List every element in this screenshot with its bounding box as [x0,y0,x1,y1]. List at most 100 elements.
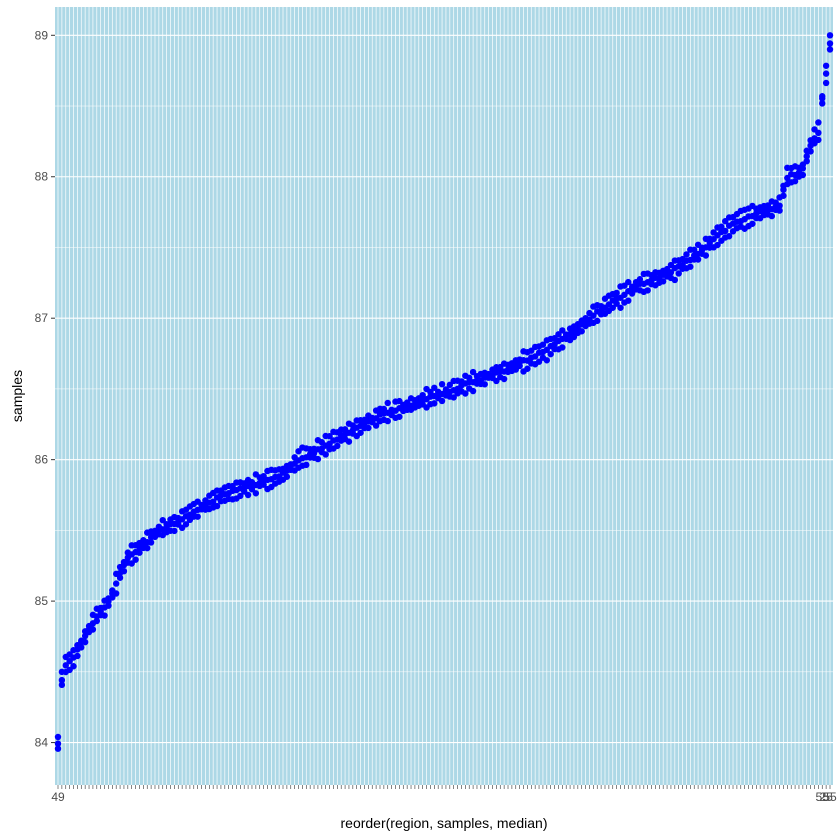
data-point [749,220,756,227]
data-point [58,681,66,689]
y-axis: 84 85 86 87 88 89 [35,28,55,750]
data-point [617,304,624,311]
grid [55,7,833,785]
data-point [559,344,566,351]
y-tick-label: 86 [35,453,49,467]
data-point [70,663,77,670]
x-tick-label: 55 [816,790,830,804]
data-point [74,652,81,660]
data-point [694,256,702,263]
data-point [791,178,799,185]
data-point [807,148,814,155]
data-point [625,278,632,286]
data-point [481,381,488,388]
data-point [144,544,151,552]
y-tick-label: 88 [35,170,49,184]
data-point [613,289,620,297]
y-tick-label: 87 [35,311,49,325]
data-point [147,539,155,546]
data-point [547,350,554,358]
data-point [438,397,446,405]
data-point [101,612,108,619]
data-point [780,192,787,199]
data-point [687,263,694,270]
data-point [667,269,675,276]
data-point [81,632,89,640]
data-point [105,602,112,609]
data-point [244,491,252,499]
y-tick-label: 84 [35,736,49,750]
data-point [213,502,221,510]
data-point [54,745,62,752]
data-point [431,400,438,407]
data-point [675,270,682,277]
data-point [81,638,89,646]
y-tick-label: 89 [35,28,49,42]
data-point [555,331,562,338]
data-point [539,341,547,348]
data-point [524,365,531,372]
data-point [462,390,469,397]
data-point [500,375,508,383]
data-point [822,62,830,69]
data-point [826,46,834,53]
data-point [535,358,543,365]
data-point [132,556,139,563]
data-point [427,388,434,396]
data-point [826,40,834,47]
data-point [799,171,807,179]
data-point [722,227,729,235]
x-tick-label: 25 [819,790,833,804]
data-point [625,297,632,304]
data-point [314,455,322,463]
data-point [543,357,551,364]
data-point [628,290,636,297]
data-point [725,233,733,240]
data-point [372,422,380,429]
data-point [116,574,124,581]
y-tick-label: 85 [35,594,49,608]
data-point [171,527,178,535]
data-point [419,391,426,399]
data-point [252,490,260,497]
data-point [815,129,822,137]
data-point [384,417,391,425]
data-point [714,241,721,249]
data-point [822,79,830,87]
data-point [578,328,585,335]
data-point [671,276,679,284]
data-point [702,252,710,259]
data-point [822,70,830,77]
data-point [322,451,329,458]
data-point [303,461,310,469]
data-point [493,377,500,385]
data-point [237,492,244,500]
data-point [54,733,62,741]
data-point [365,424,372,432]
y-axis-title: samples [9,370,25,422]
data-point [89,626,97,633]
data-point [691,246,698,254]
data-point [384,399,391,407]
data-point [326,433,333,440]
data-point [469,368,477,376]
data-point [62,662,69,669]
data-point [357,429,364,436]
data-point [819,93,826,100]
data-point [613,300,620,307]
data-point [209,498,217,505]
data-point [826,32,834,39]
data-point [659,278,667,285]
x-tick-label: 49 [51,790,65,804]
data-point [570,333,578,341]
data-point [58,676,66,684]
x-axis-title: reorder(region, samples, median) [341,815,548,831]
data-point [594,317,601,325]
data-points [54,32,834,752]
data-point [446,381,454,389]
data-point [54,740,62,747]
data-point [194,513,201,520]
data-point [776,207,783,214]
